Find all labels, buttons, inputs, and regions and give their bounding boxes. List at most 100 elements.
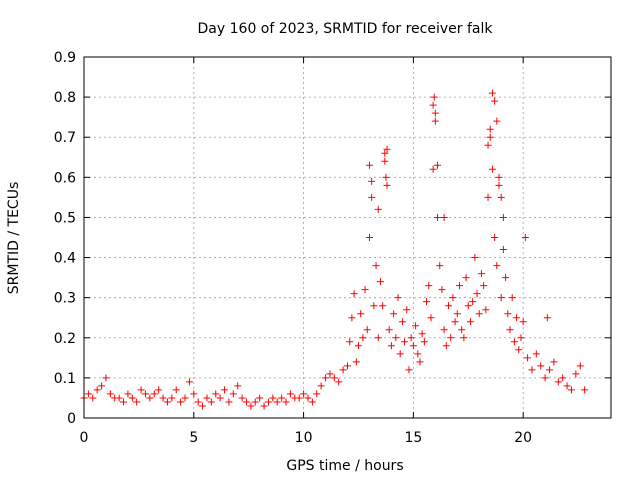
data-point [412,322,420,330]
data-point [326,370,334,378]
data-point [168,394,176,402]
data-point [458,326,466,334]
data-point [396,350,404,358]
data-point [546,366,554,374]
data-point [251,398,259,406]
data-point [365,161,373,169]
data-point [409,342,417,350]
data-point [394,294,402,302]
data-point [229,390,237,398]
data-point [486,133,494,141]
data-point [495,173,503,181]
data-point [352,358,360,366]
data-point [128,394,136,402]
data-point [423,298,431,306]
data-point [234,382,242,390]
data-point [199,402,207,410]
data-point [499,246,507,254]
data-point [521,234,529,241]
data-point [374,334,382,342]
data-point [482,306,490,314]
data-point [449,294,457,302]
data-point [477,270,485,278]
data-point [488,165,496,173]
data-point [495,181,503,189]
data-point [348,314,356,322]
data-point [146,394,154,402]
data-point [563,382,571,390]
data-point [216,394,224,402]
data-point [504,310,512,318]
data-point [528,366,536,374]
y-tick-label: 0.7 [54,130,76,146]
data-point [221,386,229,394]
data-point [137,386,145,394]
data-point [286,390,294,398]
data-point [242,398,250,406]
data-point [480,282,488,290]
data-point [519,318,527,326]
data-point [440,326,448,334]
y-tick-label: 0 [67,411,76,427]
plot-frame [83,56,612,419]
data-point [425,282,433,290]
data-point [133,398,141,406]
data-point [473,290,481,298]
data-point [517,334,525,342]
data-point [185,378,193,386]
data-point [381,149,389,157]
data-point [150,390,158,398]
data-point [581,386,589,394]
data-point [300,390,308,398]
data-point [464,302,472,310]
data-point [93,386,101,394]
x-tick-label: 5 [189,430,198,446]
data-point [460,334,468,342]
axis-ticks: 0 0.1 0.2 0.3 0.4 0.5 0.6 0.7 0.8 0.9 0 5 10 15 20 [54,50,611,446]
data-point [370,302,378,310]
data-point [440,213,448,221]
data-point [537,362,545,370]
data-point [295,394,303,402]
data-point [515,346,523,354]
data-point [372,262,380,270]
data-point [330,374,338,382]
data-point [359,334,367,342]
y-tick-label: 0.3 [54,291,76,307]
x-axis-label: GPS time / hours [286,458,403,474]
data-point [491,97,499,105]
data-point [554,378,562,386]
x-tick-label: 10 [295,430,313,446]
data-point [159,394,167,402]
data-point [115,394,123,402]
data-point [453,310,461,318]
data-point [466,318,474,326]
data-point [392,334,400,342]
data-point [407,334,415,342]
data-point [532,350,540,358]
data-point [363,326,371,334]
data-point [304,394,312,402]
y-tick-label: 0.4 [54,251,76,267]
data-point [420,338,428,346]
data-point [247,402,255,410]
data-point [543,314,551,322]
y-tick-label: 0.6 [54,170,76,186]
data-point [447,334,455,342]
data-point [502,274,510,282]
data-point [368,193,376,201]
data-point [163,398,171,406]
data-point [572,370,580,378]
data-point [376,278,384,286]
data-point [401,338,409,346]
data-point [508,294,516,302]
data-point [308,398,316,406]
data-point [445,302,453,310]
data-point [436,262,444,270]
data-point [484,141,492,149]
data-point [207,398,215,406]
data-point [559,374,567,382]
data-point [486,125,494,133]
data-point [488,89,496,97]
data-point [493,117,501,125]
